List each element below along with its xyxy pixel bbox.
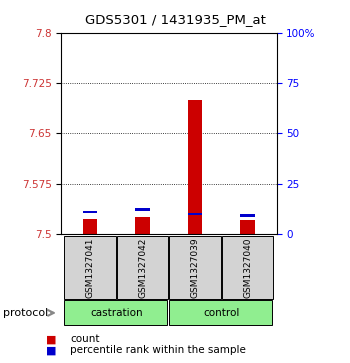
- Bar: [188, 213, 202, 215]
- Text: GDS5301 / 1431935_PM_at: GDS5301 / 1431935_PM_at: [85, 13, 265, 26]
- Bar: [135, 208, 150, 211]
- Text: count: count: [70, 334, 99, 344]
- Text: castration: castration: [90, 307, 143, 318]
- Bar: [64, 236, 116, 299]
- Text: ■: ■: [46, 345, 56, 355]
- Bar: [64, 300, 167, 325]
- Bar: [240, 214, 255, 217]
- Bar: [240, 220, 255, 234]
- Text: percentile rank within the sample: percentile rank within the sample: [70, 345, 246, 355]
- Bar: [83, 219, 97, 234]
- Bar: [117, 236, 168, 299]
- Text: GSM1327041: GSM1327041: [86, 237, 94, 298]
- Bar: [169, 300, 272, 325]
- Text: control: control: [203, 307, 239, 318]
- Text: protocol: protocol: [4, 308, 49, 318]
- Text: ■: ■: [46, 334, 56, 344]
- Bar: [169, 236, 221, 299]
- Bar: [83, 211, 97, 213]
- Text: GSM1327042: GSM1327042: [138, 237, 147, 298]
- Text: GSM1327040: GSM1327040: [243, 237, 252, 298]
- Bar: [188, 100, 202, 234]
- Text: GSM1327039: GSM1327039: [191, 237, 199, 298]
- Bar: [135, 217, 150, 234]
- Bar: [222, 236, 273, 299]
